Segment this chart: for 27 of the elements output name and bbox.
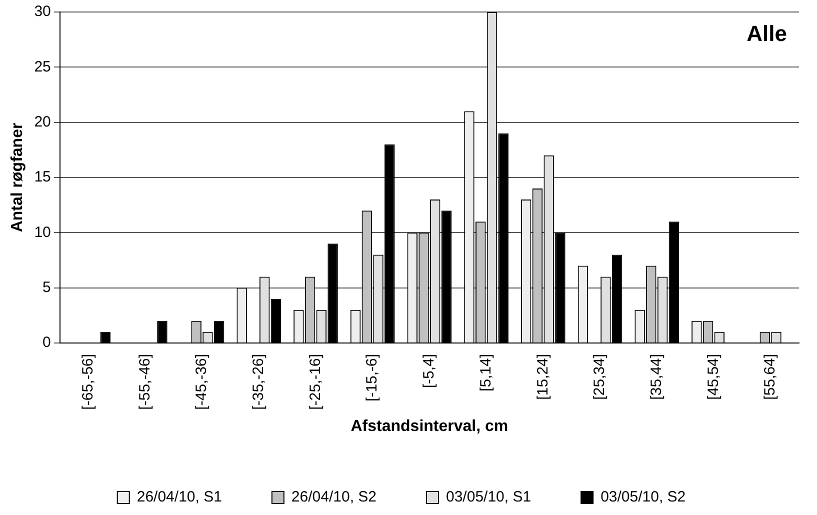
legend-label: 03/05/10, S2 bbox=[600, 488, 686, 506]
x-tick-label: [15,24] bbox=[534, 354, 552, 400]
x-tick-label: [35,44] bbox=[648, 354, 666, 400]
x-tick-label: [-25,-16] bbox=[306, 354, 324, 410]
x-axis-title: Afstandsinterval, cm bbox=[350, 418, 508, 435]
y-axis-title: Antal røgfaner bbox=[9, 122, 26, 232]
y-tick-label: 20 bbox=[34, 113, 51, 130]
y-tick-label: 30 bbox=[34, 3, 51, 20]
legend-label: 03/05/10, S1 bbox=[446, 488, 532, 506]
y-tick-label: 15 bbox=[34, 168, 51, 186]
x-tick-label: [-65,-56] bbox=[79, 354, 96, 410]
y-tick-label: 25 bbox=[34, 58, 51, 76]
x-tick-label: [25,34] bbox=[591, 354, 608, 400]
legend-label: 26/04/10, S2 bbox=[291, 488, 377, 506]
x-tick-label: [45,54] bbox=[704, 354, 722, 400]
x-tick-label: [-15,-6] bbox=[364, 354, 381, 402]
x-tick-label: [-45,-36] bbox=[193, 354, 210, 410]
y-tick-label: 0 bbox=[42, 334, 51, 352]
x-tick-label: [-55,-46] bbox=[136, 354, 154, 410]
annotation: Alle bbox=[746, 21, 787, 46]
x-tick-label: [-5,4] bbox=[420, 354, 438, 388]
y-tick-label: 5 bbox=[42, 278, 51, 296]
legend-label: 26/04/10, S1 bbox=[136, 488, 222, 506]
x-tick-label: [55,64] bbox=[762, 354, 779, 400]
x-tick-label: [5,14] bbox=[477, 354, 494, 392]
y-tick-label: 10 bbox=[34, 224, 51, 241]
x-tick-label: [-35,-26] bbox=[250, 354, 268, 410]
